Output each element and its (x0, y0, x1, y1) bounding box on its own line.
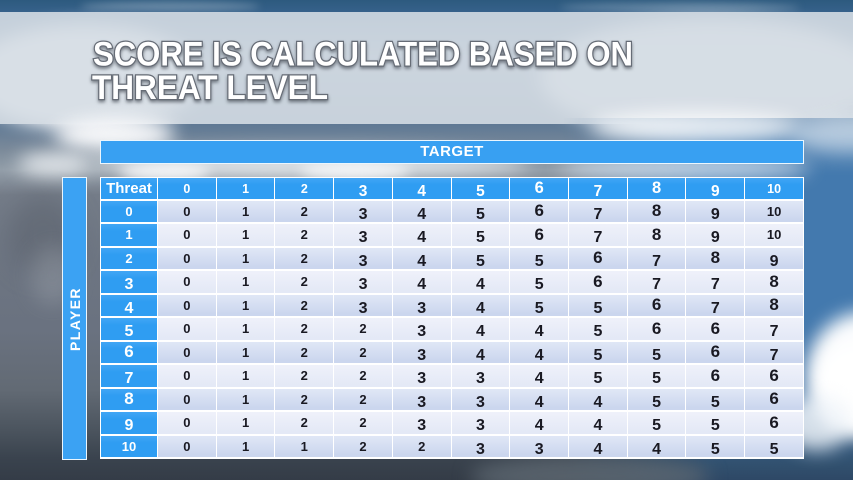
svg-text:SCORE IS CALCULATED BASED ON: SCORE IS CALCULATED BASED ON (93, 36, 633, 74)
svg-text:THREAT LEVEL: THREAT LEVEL (92, 69, 328, 107)
